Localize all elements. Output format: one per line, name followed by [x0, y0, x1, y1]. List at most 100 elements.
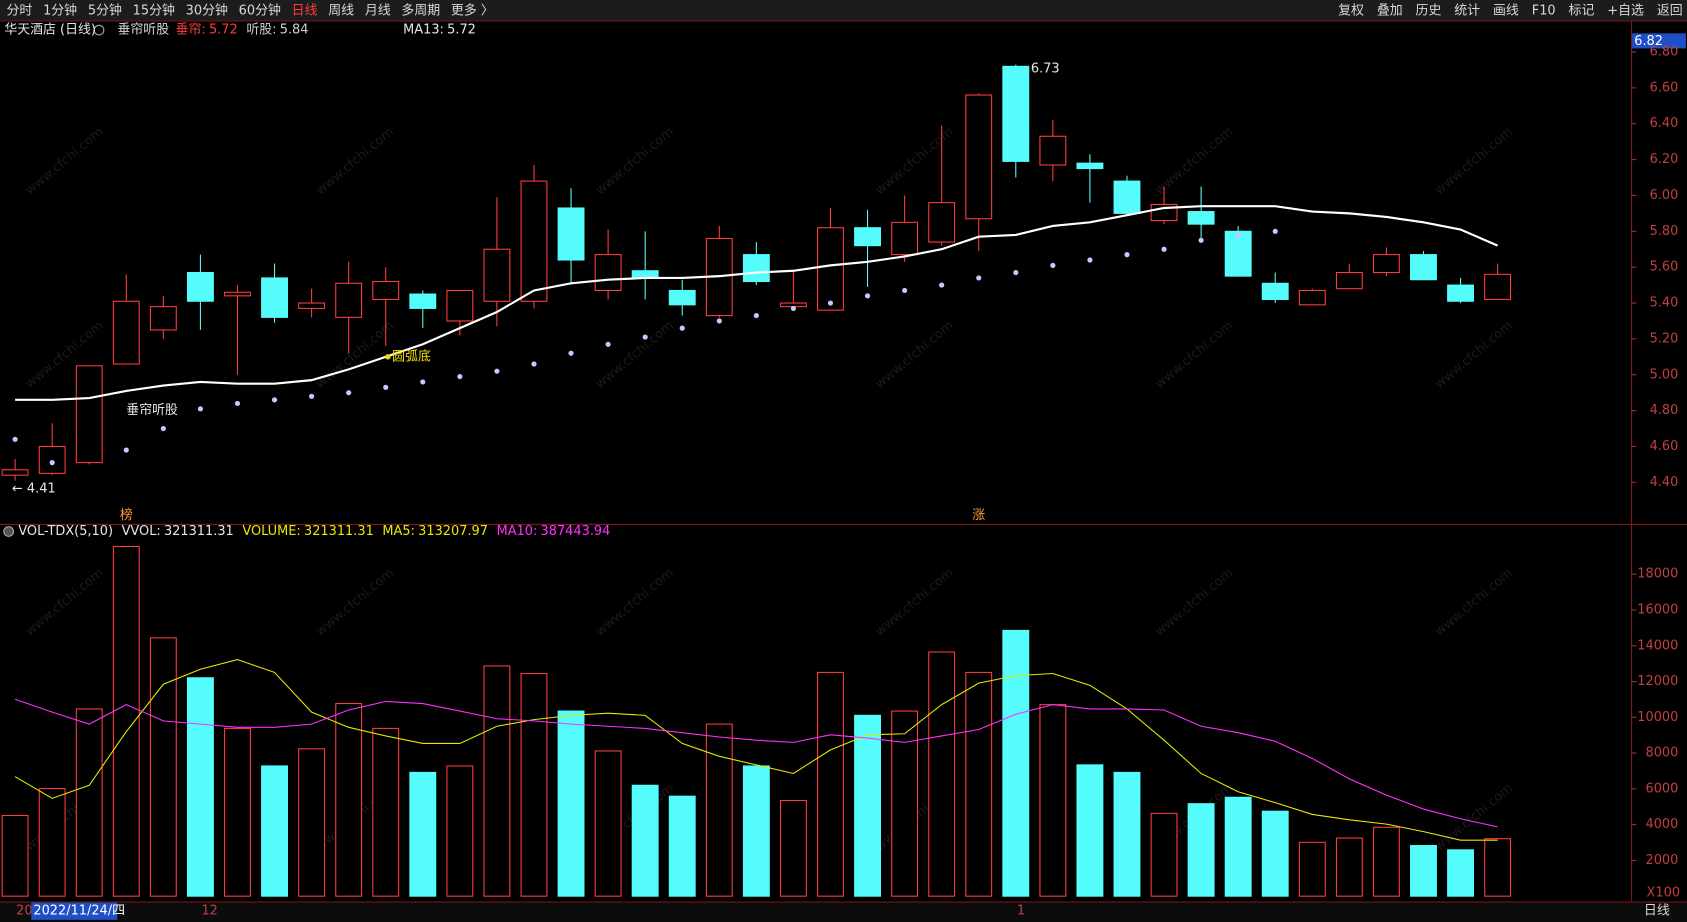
toolbar-item[interactable]: 画线 [1493, 3, 1519, 18]
candle-body [38, 445, 66, 474]
volume-bar [224, 727, 251, 897]
volume-bar [446, 765, 474, 897]
legend-label: MA13: [403, 23, 444, 38]
stop-dot [494, 368, 500, 374]
volume-bar [1150, 812, 1178, 897]
volume-bar [631, 784, 659, 897]
volume-bar [1002, 629, 1030, 897]
toolbar-item[interactable]: 分时 [6, 3, 32, 18]
volume-bar [1484, 838, 1512, 897]
low-label: 4.41 [27, 482, 56, 497]
stop-dot [420, 379, 426, 385]
legend-label: VOLUME: [242, 524, 300, 539]
signal-marker: 涨 [972, 508, 985, 523]
toolbar-item[interactable]: 月线 [365, 3, 391, 18]
y-tick-label: 6.80 [1650, 44, 1679, 59]
x-tick-label: 20 [16, 904, 32, 919]
candle-body [854, 227, 881, 247]
y-tick-label: 14000 [1637, 638, 1678, 653]
candle-body [483, 248, 511, 302]
legend-label: MA10: [497, 524, 538, 539]
toolbar-item[interactable]: 历史 [1416, 3, 1442, 18]
annotation-dot [385, 354, 391, 360]
y-tick-label: 5.40 [1650, 296, 1679, 311]
toolbar-item[interactable]: 标记 [1569, 3, 1595, 18]
stop-dot [864, 293, 871, 299]
candle-body [1, 469, 29, 476]
candle-body [594, 254, 622, 292]
stop-dot [346, 390, 352, 396]
volume-bar [75, 708, 103, 897]
indicator-name: 垂帘听股 [117, 22, 169, 38]
toolbar-item[interactable]: 60分钟 [239, 2, 281, 18]
stop-dot [457, 373, 463, 380]
volume-bar [1076, 764, 1104, 897]
candle-body [298, 302, 326, 309]
candle-body [965, 94, 993, 220]
unit-label: X100 [1647, 885, 1680, 900]
x-tick-label: 1 [1017, 904, 1025, 919]
volume-bar [298, 748, 326, 897]
candle-body [1076, 162, 1104, 170]
toolbar-item[interactable]: 统计 [1454, 3, 1480, 18]
toolbar-item[interactable]: 5分钟 [88, 2, 122, 18]
toolbar-item[interactable]: 叠加 [1377, 3, 1403, 18]
y-tick-label: 6.40 [1650, 116, 1679, 131]
toolbar-item[interactable]: 日线 [292, 3, 318, 18]
volume-bar [594, 750, 622, 897]
volume-bar [1261, 810, 1289, 897]
toolbar-item[interactable]: 更多 〉 [451, 3, 494, 18]
toolbar-item[interactable]: 1分钟 [43, 2, 77, 18]
candle-body [1298, 289, 1326, 306]
x-axis-strip [0, 902, 1687, 922]
candle-body [891, 221, 919, 256]
y-tick-label: 6.60 [1650, 80, 1679, 95]
y-tick-label: 4.40 [1650, 475, 1679, 490]
volume-bar [372, 727, 400, 897]
high-label: 6.73 [1031, 61, 1060, 76]
indicator-icon [3, 526, 15, 537]
annotation: 圆弧底 [392, 348, 431, 364]
stop-dot [1272, 228, 1278, 234]
stop-dot [716, 318, 722, 324]
stop-dot [383, 384, 389, 390]
toolbar-item[interactable]: 15分钟 [133, 2, 175, 18]
volume-bar [1298, 841, 1326, 897]
toolbar-item[interactable]: 复权 [1338, 2, 1364, 18]
y-tick-label: 6.20 [1650, 152, 1679, 167]
candle-body [817, 227, 844, 311]
signal-marker: 榜 [120, 507, 133, 523]
toolbar-item[interactable]: 多周期 [401, 3, 440, 18]
y-tick-label: 4.60 [1650, 439, 1679, 454]
legend-label: 垂帘: [176, 22, 206, 38]
y-tick-label: 16000 [1637, 603, 1678, 618]
toolbar-item[interactable]: +自选 [1607, 3, 1644, 18]
candle-body [112, 300, 140, 365]
legend-label: MA5: [382, 524, 415, 539]
stop-dot [1013, 269, 1019, 276]
stop-dot [309, 393, 315, 399]
stop-dot [1050, 262, 1056, 268]
stop-dot [1198, 237, 1204, 243]
volume-bar [1224, 796, 1252, 897]
y-tick-label: 6.00 [1650, 188, 1679, 203]
toolbar-item[interactable]: 30分钟 [186, 2, 228, 18]
candle-body [1261, 282, 1289, 300]
toolbar-item[interactable]: 返回 [1657, 3, 1683, 18]
candle-body [261, 277, 288, 318]
toolbar-item[interactable]: 周线 [328, 3, 354, 18]
toolbar-item[interactable]: F10 [1532, 3, 1556, 18]
candle-body [1484, 273, 1512, 300]
indicator-icon [93, 24, 105, 36]
legend-value: 313207.97 [418, 524, 488, 539]
volume-bar [520, 672, 548, 897]
y-tick-label: 12000 [1637, 674, 1678, 689]
cursor-value-box [1632, 33, 1686, 49]
stop-dot [939, 282, 945, 288]
stop-dot [679, 325, 685, 331]
candle-body [409, 293, 437, 309]
candle-body [186, 272, 214, 302]
y-tick-label: 10000 [1637, 710, 1678, 725]
stop-dot [642, 334, 648, 340]
